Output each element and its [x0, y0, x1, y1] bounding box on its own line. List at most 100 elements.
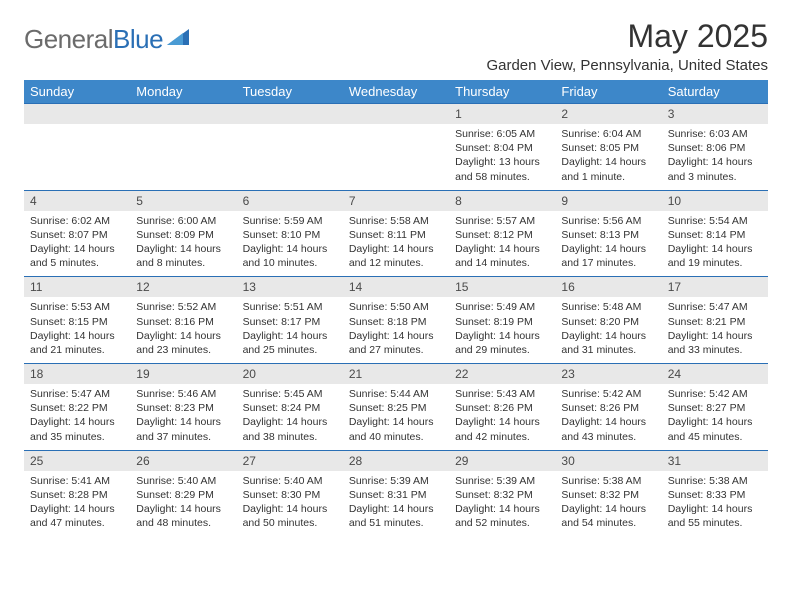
date-cell: 6: [237, 190, 343, 211]
daylight-text: and 45 minutes.: [668, 430, 762, 444]
date-cell: 10: [662, 190, 768, 211]
info-cell: Sunrise: 5:50 AMSunset: 8:18 PMDaylight:…: [343, 297, 449, 363]
info-cell: Sunrise: 6:02 AMSunset: 8:07 PMDaylight:…: [24, 211, 130, 277]
info-cell: Sunrise: 5:42 AMSunset: 8:27 PMDaylight:…: [662, 384, 768, 450]
sunset-text: Sunset: 8:31 PM: [349, 488, 443, 502]
info-cell: Sunrise: 5:52 AMSunset: 8:16 PMDaylight:…: [130, 297, 236, 363]
sunset-text: Sunset: 8:22 PM: [30, 401, 124, 415]
date-cell: 20: [237, 364, 343, 385]
sunset-text: Sunset: 8:24 PM: [243, 401, 337, 415]
sunset-text: Sunset: 8:20 PM: [561, 315, 655, 329]
date-cell: 31: [662, 450, 768, 471]
sunset-text: Sunset: 8:12 PM: [455, 228, 549, 242]
info-cell: Sunrise: 5:44 AMSunset: 8:25 PMDaylight:…: [343, 384, 449, 450]
date-cell: 9: [555, 190, 661, 211]
info-row: Sunrise: 6:05 AMSunset: 8:04 PMDaylight:…: [24, 124, 768, 190]
daylight-text: and 29 minutes.: [455, 343, 549, 357]
sunrise-text: Sunrise: 5:56 AM: [561, 214, 655, 228]
sunset-text: Sunset: 8:32 PM: [455, 488, 549, 502]
info-cell: Sunrise: 5:54 AMSunset: 8:14 PMDaylight:…: [662, 211, 768, 277]
weekday-header: Saturday: [662, 80, 768, 104]
brand-part1: General: [24, 24, 113, 54]
daylight-text: Daylight: 14 hours: [136, 502, 230, 516]
date-cell: 19: [130, 364, 236, 385]
sunset-text: Sunset: 8:33 PM: [668, 488, 762, 502]
sunset-text: Sunset: 8:32 PM: [561, 488, 655, 502]
sunset-text: Sunset: 8:11 PM: [349, 228, 443, 242]
sunrise-text: Sunrise: 5:38 AM: [668, 474, 762, 488]
info-cell: Sunrise: 5:53 AMSunset: 8:15 PMDaylight:…: [24, 297, 130, 363]
sunset-text: Sunset: 8:26 PM: [561, 401, 655, 415]
date-cell: 23: [555, 364, 661, 385]
daylight-text: Daylight: 14 hours: [455, 415, 549, 429]
date-cell: 21: [343, 364, 449, 385]
daylight-text: Daylight: 14 hours: [349, 502, 443, 516]
daylight-text: and 38 minutes.: [243, 430, 337, 444]
daylight-text: Daylight: 14 hours: [455, 242, 549, 256]
date-cell: [24, 104, 130, 125]
info-row: Sunrise: 5:53 AMSunset: 8:15 PMDaylight:…: [24, 297, 768, 363]
daylight-text: and 37 minutes.: [136, 430, 230, 444]
sunrise-text: Sunrise: 5:38 AM: [561, 474, 655, 488]
info-cell: Sunrise: 5:38 AMSunset: 8:32 PMDaylight:…: [555, 471, 661, 537]
date-cell: 5: [130, 190, 236, 211]
date-cell: 8: [449, 190, 555, 211]
sunset-text: Sunset: 8:10 PM: [243, 228, 337, 242]
date-cell: 22: [449, 364, 555, 385]
daylight-text: Daylight: 14 hours: [243, 415, 337, 429]
sunrise-text: Sunrise: 5:41 AM: [30, 474, 124, 488]
daylight-text: and 1 minute.: [561, 170, 655, 184]
sunset-text: Sunset: 8:25 PM: [349, 401, 443, 415]
brand-triangle-icon: [167, 27, 189, 50]
weekday-header: Friday: [555, 80, 661, 104]
sunset-text: Sunset: 8:18 PM: [349, 315, 443, 329]
daylight-text: and 48 minutes.: [136, 516, 230, 530]
info-cell: Sunrise: 5:39 AMSunset: 8:31 PMDaylight:…: [343, 471, 449, 537]
daylight-text: and 47 minutes.: [30, 516, 124, 530]
weekday-header: Tuesday: [237, 80, 343, 104]
daylight-text: Daylight: 14 hours: [349, 329, 443, 343]
info-cell: Sunrise: 5:45 AMSunset: 8:24 PMDaylight:…: [237, 384, 343, 450]
date-cell: 30: [555, 450, 661, 471]
sunset-text: Sunset: 8:09 PM: [136, 228, 230, 242]
sunrise-text: Sunrise: 5:59 AM: [243, 214, 337, 228]
calendar-page: GeneralBlue May 2025 Garden View, Pennsy…: [0, 0, 792, 554]
daylight-text: Daylight: 14 hours: [561, 502, 655, 516]
weekday-header: Thursday: [449, 80, 555, 104]
date-cell: 29: [449, 450, 555, 471]
info-cell: Sunrise: 5:59 AMSunset: 8:10 PMDaylight:…: [237, 211, 343, 277]
sunrise-text: Sunrise: 5:39 AM: [455, 474, 549, 488]
date-cell: 17: [662, 277, 768, 298]
weekday-header: Wednesday: [343, 80, 449, 104]
daylight-text: Daylight: 14 hours: [30, 242, 124, 256]
daylight-text: Daylight: 14 hours: [455, 502, 549, 516]
daylight-text: Daylight: 14 hours: [30, 502, 124, 516]
sunrise-text: Sunrise: 6:02 AM: [30, 214, 124, 228]
daylight-text: Daylight: 14 hours: [561, 415, 655, 429]
info-cell: Sunrise: 5:43 AMSunset: 8:26 PMDaylight:…: [449, 384, 555, 450]
sunrise-text: Sunrise: 5:47 AM: [30, 387, 124, 401]
info-cell: Sunrise: 5:57 AMSunset: 8:12 PMDaylight:…: [449, 211, 555, 277]
sunrise-text: Sunrise: 5:54 AM: [668, 214, 762, 228]
sunset-text: Sunset: 8:29 PM: [136, 488, 230, 502]
info-cell: Sunrise: 6:00 AMSunset: 8:09 PMDaylight:…: [130, 211, 236, 277]
daylight-text: and 43 minutes.: [561, 430, 655, 444]
sunrise-text: Sunrise: 6:05 AM: [455, 127, 549, 141]
sunrise-text: Sunrise: 5:39 AM: [349, 474, 443, 488]
info-cell: Sunrise: 5:39 AMSunset: 8:32 PMDaylight:…: [449, 471, 555, 537]
date-cell: 14: [343, 277, 449, 298]
info-cell: Sunrise: 5:38 AMSunset: 8:33 PMDaylight:…: [662, 471, 768, 537]
info-cell: Sunrise: 5:56 AMSunset: 8:13 PMDaylight:…: [555, 211, 661, 277]
date-row: 25262728293031: [24, 450, 768, 471]
sunset-text: Sunset: 8:15 PM: [30, 315, 124, 329]
daylight-text: Daylight: 14 hours: [561, 242, 655, 256]
info-cell: [343, 124, 449, 190]
sunset-text: Sunset: 8:26 PM: [455, 401, 549, 415]
info-cell: [24, 124, 130, 190]
daylight-text: Daylight: 14 hours: [136, 242, 230, 256]
date-cell: 28: [343, 450, 449, 471]
daylight-text: Daylight: 14 hours: [349, 415, 443, 429]
date-cell: 4: [24, 190, 130, 211]
date-cell: 2: [555, 104, 661, 125]
brand-name: GeneralBlue: [24, 24, 163, 55]
